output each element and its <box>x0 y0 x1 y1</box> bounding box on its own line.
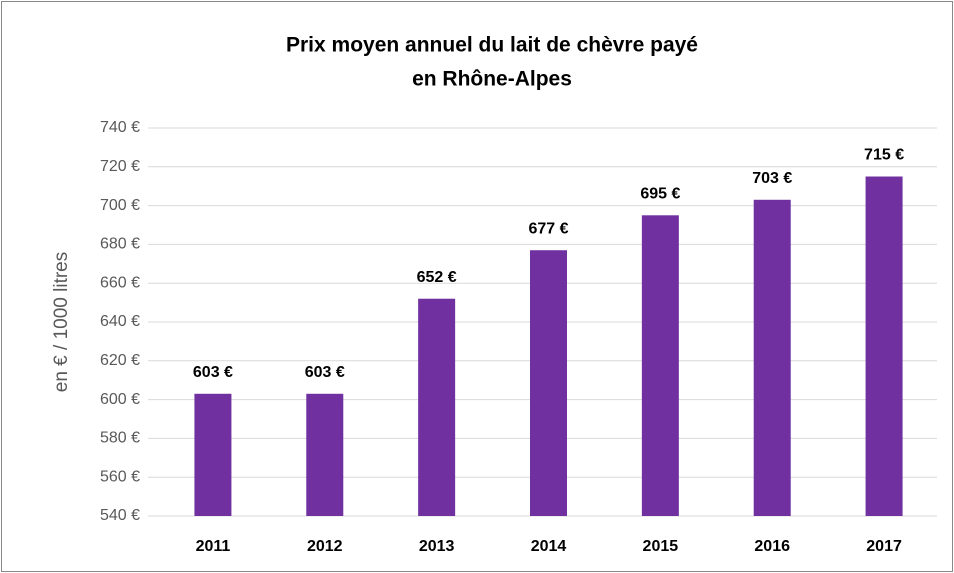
y-tick-label: 720 € <box>100 158 140 175</box>
bar <box>194 393 232 516</box>
bar <box>753 199 791 516</box>
bar <box>418 298 456 516</box>
y-tick-label: 660 € <box>100 274 140 291</box>
y-tick-label: 540 € <box>100 507 140 524</box>
y-tick-label: 700 € <box>100 197 140 214</box>
bar <box>530 250 567 516</box>
y-tick-label: 680 € <box>100 236 140 253</box>
data-label: 715 € <box>864 147 904 164</box>
x-tick-label: 2012 <box>307 538 343 555</box>
data-label: 603 € <box>305 364 345 381</box>
x-tick-label: 2013 <box>419 538 455 555</box>
data-label: 703 € <box>752 170 792 187</box>
y-tick-label: 740 € <box>100 119 140 136</box>
chart-title: Prix moyen annuel du lait de chèvre payé <box>286 34 698 57</box>
bar <box>865 176 903 516</box>
bar <box>641 215 679 517</box>
chart-title: en Rhône-Alpes <box>412 68 572 91</box>
data-label: 677 € <box>528 220 568 237</box>
data-label: 603 € <box>193 364 233 381</box>
y-tick-label: 620 € <box>100 352 140 369</box>
data-label: 652 € <box>417 269 457 286</box>
x-tick-label: 2017 <box>866 538 902 555</box>
y-tick-label: 640 € <box>100 313 140 330</box>
bar <box>306 393 344 516</box>
x-tick-label: 2015 <box>643 538 679 555</box>
x-tick-label: 2016 <box>754 538 790 555</box>
x-tick-label: 2014 <box>531 538 567 555</box>
y-axis-label: en € / 1000 litres <box>51 252 72 392</box>
data-label: 695 € <box>640 186 680 203</box>
y-tick-label: 560 € <box>100 468 140 485</box>
x-tick-label: 2011 <box>196 538 231 555</box>
y-tick-label: 600 € <box>100 391 140 408</box>
y-tick-label: 580 € <box>100 430 140 447</box>
